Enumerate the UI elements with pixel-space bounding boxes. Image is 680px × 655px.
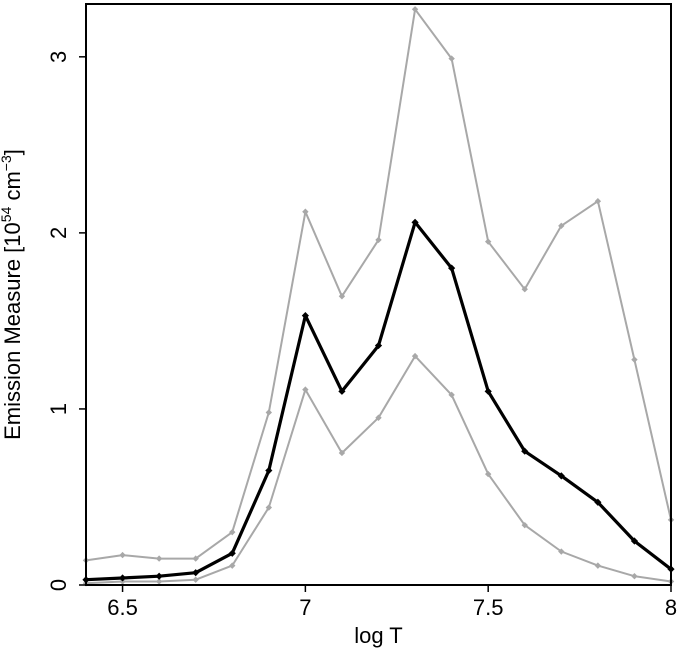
data-point	[594, 197, 602, 205]
chart-marks	[82, 6, 675, 587]
y-tick-label: 3	[46, 51, 71, 63]
y-tick-label: 1	[46, 403, 71, 415]
data-point	[119, 551, 126, 559]
data-point	[375, 414, 382, 421]
series-line	[85, 220, 672, 582]
data-point	[594, 498, 602, 506]
y-axis-title-main: Emission Measure [10	[0, 222, 25, 440]
y-tick-label: 0	[46, 579, 71, 591]
data-point	[594, 562, 602, 569]
data-point	[558, 222, 565, 230]
data-point	[558, 548, 565, 555]
data-point	[302, 386, 309, 393]
data-point	[557, 472, 565, 480]
y-axis: 0 1 2 3	[46, 51, 86, 591]
data-point	[411, 218, 419, 226]
series-central	[82, 218, 675, 584]
data-point	[155, 578, 163, 585]
plot-frame	[85, 3, 672, 586]
data-point	[155, 555, 163, 562]
x-tick-label: 7	[299, 595, 311, 620]
data-point	[229, 562, 236, 569]
data-point	[448, 55, 455, 62]
data-point	[302, 208, 309, 215]
data-point	[229, 528, 236, 536]
data-point	[484, 387, 492, 395]
data-point	[448, 391, 455, 399]
data-point	[118, 574, 127, 582]
data-point	[411, 6, 419, 13]
data-point	[192, 555, 199, 562]
data-point	[192, 576, 199, 583]
y-axis-title-exponent-1: 54	[0, 206, 14, 222]
data-point	[521, 286, 528, 293]
series-line	[85, 8, 672, 562]
x-tick-label: 6.5	[107, 595, 138, 620]
data-point	[374, 341, 383, 350]
data-point	[484, 238, 492, 245]
data-point	[301, 312, 309, 320]
x-axis-title: log T	[354, 623, 403, 648]
x-tick-label: 8	[665, 595, 677, 620]
series-line	[85, 355, 672, 585]
data-point	[338, 449, 346, 457]
data-point	[228, 549, 236, 557]
y-axis-title-exponent-2: −3	[0, 155, 14, 171]
y-tick-label: 2	[46, 227, 71, 239]
data-point	[411, 352, 419, 360]
series-bound	[82, 6, 675, 564]
data-point	[448, 264, 456, 272]
data-point	[265, 504, 273, 511]
data-point	[338, 293, 346, 300]
data-point	[631, 356, 638, 363]
data-point	[192, 569, 200, 577]
data-point	[375, 236, 382, 244]
data-point	[265, 466, 273, 475]
data-point	[630, 537, 639, 545]
data-point	[265, 409, 273, 416]
y-axis-title: Emission Measure [1054 cm−3]	[0, 149, 25, 440]
y-axis-title-end: ]	[0, 149, 25, 155]
x-axis: 6.5 7 7.5 8	[107, 585, 677, 620]
data-point	[631, 572, 638, 580]
data-point	[155, 572, 163, 580]
y-axis-title-mid: cm	[0, 171, 25, 206]
data-point	[338, 387, 346, 395]
series-bound	[82, 352, 675, 587]
x-tick-label: 7.5	[473, 595, 504, 620]
data-point	[521, 521, 528, 529]
data-point	[521, 447, 529, 455]
data-point	[484, 470, 492, 478]
